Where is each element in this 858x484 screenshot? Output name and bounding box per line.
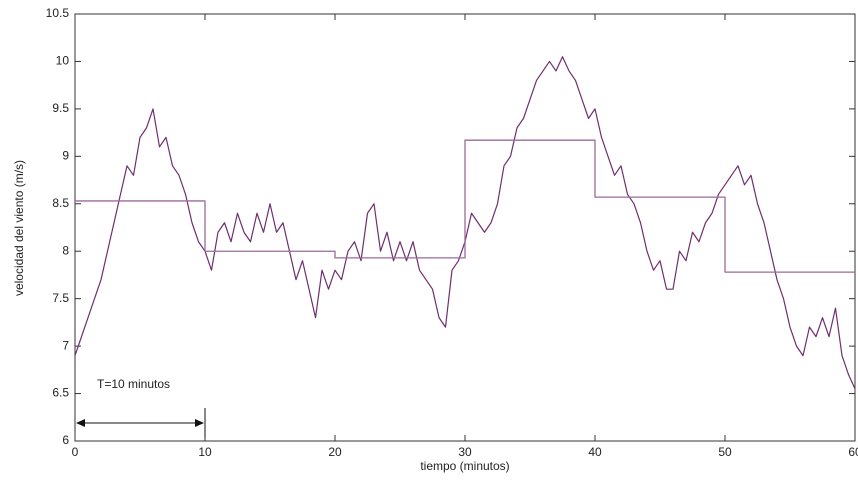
y-tick-label: 7 — [62, 338, 69, 352]
y-tick-label: 9.5 — [52, 101, 69, 115]
x-tick-label: 60 — [848, 445, 858, 459]
x-tick-label: 10 — [198, 445, 212, 459]
x-axis-label: tiempo (minutos) — [420, 459, 509, 473]
y-tick-label: 7.5 — [52, 291, 69, 305]
arrow-head — [195, 419, 204, 427]
x-tick-label: 30 — [458, 445, 472, 459]
arrow-head — [76, 419, 85, 427]
y-tick-label: 9 — [62, 149, 69, 163]
y-tick-label: 10.5 — [46, 6, 70, 20]
x-tick-label: 0 — [72, 445, 79, 459]
x-tick-label: 40 — [588, 445, 602, 459]
y-tick-label: 6.5 — [52, 386, 69, 400]
y-tick-label: 8.5 — [52, 196, 69, 210]
annotation-text: T=10 minutos — [97, 377, 170, 391]
y-tick-label: 8 — [62, 243, 69, 257]
x-tick-label: 50 — [718, 445, 732, 459]
y-axis-label: velocidad del viento (m/s) — [12, 160, 26, 296]
series-line — [75, 139, 855, 273]
x-tick-label: 20 — [328, 445, 342, 459]
y-tick-label: 10 — [56, 54, 70, 68]
y-tick-label: 6 — [62, 433, 69, 447]
